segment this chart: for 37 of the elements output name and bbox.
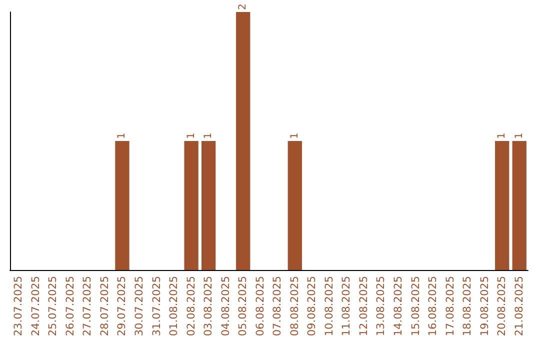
- x-tick-label: 27.07.2025: [82, 276, 94, 336]
- x-tick-label: 07.08.2025: [272, 276, 284, 336]
- x-tick-label: 20.08.2025: [496, 276, 508, 336]
- x-tick-label: 17.08.2025: [444, 276, 456, 336]
- data-label: 1: [289, 132, 300, 139]
- x-tick-label: 03.08.2025: [202, 276, 215, 336]
- x-tick-label: 19.08.2025: [478, 276, 491, 336]
- x-tick-label: 08.08.2025: [288, 276, 301, 336]
- x-tick-label: 15.08.2025: [410, 276, 422, 336]
- x-tick-label: 10.08.2025: [323, 276, 336, 336]
- data-label: 1: [116, 132, 128, 139]
- x-tick-label: 06.08.2025: [254, 276, 266, 336]
- x-tick-label: 04.08.2025: [220, 276, 232, 336]
- x-tick-label: 16.08.2025: [427, 276, 440, 336]
- x-tick-label: 23.07.2025: [12, 276, 25, 336]
- x-tick-label: 24.07.2025: [30, 276, 42, 336]
- x-tick-label: 21.08.2025: [513, 276, 526, 336]
- x-tick-label: 26.07.2025: [64, 276, 76, 336]
- data-label: 2: [238, 4, 249, 10]
- x-tick-label: 14.08.2025: [392, 276, 404, 336]
- x-tick-label: 02.08.2025: [185, 276, 198, 336]
- data-label: 1: [186, 132, 197, 139]
- x-tick-label: 30.07.2025: [134, 276, 146, 336]
- data-label: 1: [514, 132, 525, 139]
- x-tick-label: 29.07.2025: [116, 276, 128, 336]
- data-label: 1: [203, 132, 214, 139]
- data-label: 1: [496, 132, 508, 139]
- x-tick-label: 12.08.2025: [358, 276, 370, 336]
- x-tick-label: 09.08.2025: [306, 276, 318, 336]
- x-tick-label: 13.08.2025: [375, 276, 388, 336]
- x-tick-label: 31.07.2025: [150, 276, 163, 336]
- x-tick-label: 01.08.2025: [168, 276, 180, 336]
- x-tick-label: 05.08.2025: [237, 276, 250, 336]
- x-tick-label: 25.07.2025: [47, 276, 60, 336]
- x-tick-label: 18.08.2025: [462, 276, 474, 336]
- x-tick-label: 28.07.2025: [98, 276, 111, 336]
- x-tick-label: 11.08.2025: [340, 276, 353, 336]
